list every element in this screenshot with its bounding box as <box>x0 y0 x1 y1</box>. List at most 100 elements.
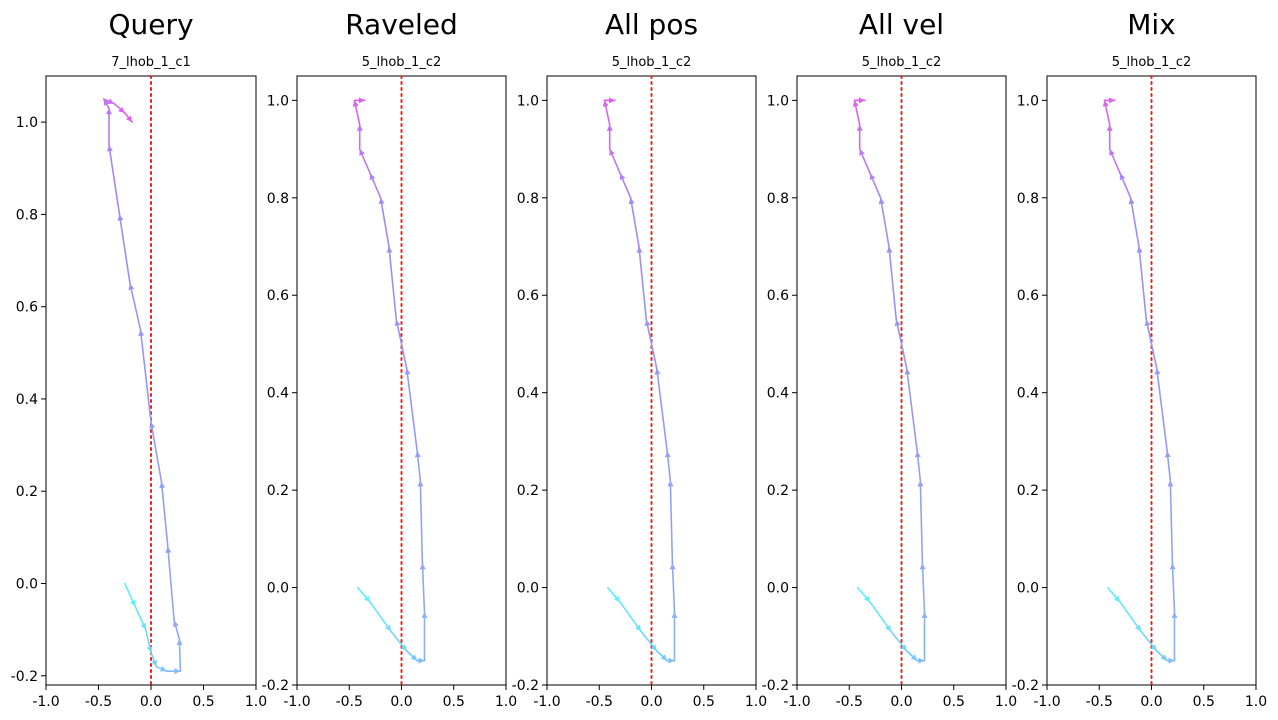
trajectory-arrowhead <box>130 599 136 607</box>
x-tick-label: 0.5 <box>1193 694 1215 710</box>
trajectory-arrowhead <box>863 595 871 603</box>
trajectory-arrowhead <box>1171 611 1178 618</box>
trajectory-arrowhead <box>660 654 668 661</box>
trajectory-segment <box>421 562 426 613</box>
trajectory-arrowhead <box>378 197 385 205</box>
trajectory-arrowhead <box>609 149 615 156</box>
y-tick-label: 0.4 <box>16 392 38 408</box>
x-tick-label: -0.5 <box>85 694 112 710</box>
trajectory-arrowhead <box>1154 368 1161 375</box>
trajectory-arrowhead <box>107 98 115 105</box>
panel-title: Raveled <box>345 8 458 41</box>
y-tick-label: 0.0 <box>767 581 789 597</box>
trajectory-arrowhead <box>921 611 928 618</box>
x-tick-label: 0.5 <box>943 694 965 710</box>
trajectory-segment <box>379 197 390 248</box>
subplot-4: Mix 5_lhob_1_c2 -1.0 -0.5 0.0 0.5 1.0 -0.2 0.0 0.… <box>1012 8 1267 710</box>
y-tick-label: 0.8 <box>16 207 38 223</box>
trajectory-arrowhead <box>174 668 181 675</box>
trajectory-arrowhead <box>904 368 911 375</box>
trajectory-arrowhead <box>419 563 426 570</box>
trajectory-arrowhead <box>602 100 609 107</box>
subplot-0: Query 7_lhob_1_c1 -1.0 -0.5 0.0 0.5 1.0 -0.2 0.0… <box>11 8 267 710</box>
y-tick-label: 1.0 <box>16 115 38 131</box>
trajectory-segment <box>118 213 131 285</box>
trajectory-arrowhead <box>146 646 153 653</box>
trajectory-arrowhead <box>151 659 157 667</box>
trajectory-arrowhead <box>128 283 135 291</box>
subplot-2: All pos 5_lhob_1_c2 -1.0 -0.5 0.0 0.5 1.0 -0.2 0… <box>512 8 767 710</box>
trajectory-arrowhead <box>394 319 401 327</box>
y-tick-label: 0.6 <box>267 288 289 304</box>
trajectory-arrowhead <box>410 654 418 661</box>
y-tick-label: 1.0 <box>517 93 539 109</box>
trajectory-arrowhead <box>385 624 392 632</box>
trajectory-arrowhead <box>628 197 635 205</box>
trajectory-arrowhead <box>359 149 365 156</box>
trajectory-arrowhead <box>103 99 110 106</box>
trajectory-segment <box>1129 197 1140 248</box>
trajectory-arrowhead <box>1169 563 1176 570</box>
y-tick-label: 0.6 <box>517 288 539 304</box>
y-tick-label: 0.0 <box>517 581 539 597</box>
trajectory-arrowhead <box>900 644 907 651</box>
trajectory-arrowhead <box>1136 246 1143 253</box>
x-tick-label: 1.0 <box>245 694 267 710</box>
x-tick-label: 1.0 <box>495 694 517 710</box>
y-tick-label: -0.2 <box>262 678 289 694</box>
trajectory-segment <box>655 367 668 452</box>
x-tick-label: -1.0 <box>1033 694 1060 710</box>
trajectory-arrowhead <box>919 563 926 570</box>
trajectory-segment <box>921 562 926 613</box>
trajectory-arrowhead <box>644 319 651 327</box>
x-tick-label: -0.5 <box>1086 694 1113 710</box>
trajectory-segment <box>919 479 924 565</box>
x-tick-label: 0.0 <box>140 694 162 710</box>
y-tick-label: 0.4 <box>1017 386 1039 402</box>
trajectory-segment <box>139 328 152 423</box>
trajectory-arrowhead <box>172 620 179 628</box>
trajectory-segment <box>629 197 640 248</box>
trajectory-segment <box>638 245 648 321</box>
trajectory-arrowhead <box>635 624 642 632</box>
y-tick-label: 0.6 <box>767 288 789 304</box>
trajectory-arrowhead <box>352 100 359 107</box>
trajectory-segment <box>1171 562 1176 613</box>
trajectory-arrowhead <box>1106 124 1113 131</box>
trajectory-arrowhead <box>369 173 376 181</box>
x-tick-label: 1.0 <box>745 694 767 710</box>
trajectory-arrowhead <box>165 546 172 553</box>
panel-subtitle: 5_lhob_1_c2 <box>862 55 942 70</box>
y-tick-label: 0.2 <box>16 484 38 500</box>
trajectory-arrowhead <box>667 480 674 487</box>
trajectory-arrowhead <box>1150 644 1157 651</box>
panel-subtitle: 5_lhob_1_c2 <box>1112 55 1192 70</box>
trajectory-arrowhead <box>117 214 124 221</box>
subplot-1: Raveled 5_lhob_1_c2 -1.0 -0.5 0.0 0.5 1.0 -0.2 0… <box>262 8 517 710</box>
trajectory-arrowhead <box>878 197 885 205</box>
x-tick-label: 0.5 <box>693 694 715 710</box>
trajectory-arrowhead <box>856 124 863 131</box>
trajectory-arrowhead <box>619 173 626 181</box>
panel-title: Mix <box>1127 8 1176 41</box>
trajectory-arrowhead <box>869 173 876 181</box>
trajectory-arrowhead <box>417 480 424 487</box>
y-tick-label: -0.2 <box>1012 678 1039 694</box>
trajectory-arrowhead <box>386 246 393 253</box>
y-tick-label: 0.8 <box>1017 191 1039 207</box>
trajectory-segment <box>388 245 398 321</box>
x-tick-label: 1.0 <box>1245 694 1267 710</box>
trajectory-arrowhead <box>654 368 661 375</box>
trajectory-arrowhead <box>885 624 892 632</box>
trajectory-segment <box>1169 479 1174 565</box>
y-tick-label: 0.0 <box>267 581 289 597</box>
y-tick-label: 0.0 <box>16 577 38 593</box>
y-tick-label: 1.0 <box>767 93 789 109</box>
trajectory-segment <box>1155 367 1168 452</box>
panel-subtitle: 5_lhob_1_c2 <box>612 55 692 70</box>
trajectory-arrowhead <box>404 368 411 375</box>
panel-title: All pos <box>605 8 698 41</box>
x-tick-label: 1.0 <box>995 694 1017 710</box>
y-tick-label: 0.8 <box>767 191 789 207</box>
